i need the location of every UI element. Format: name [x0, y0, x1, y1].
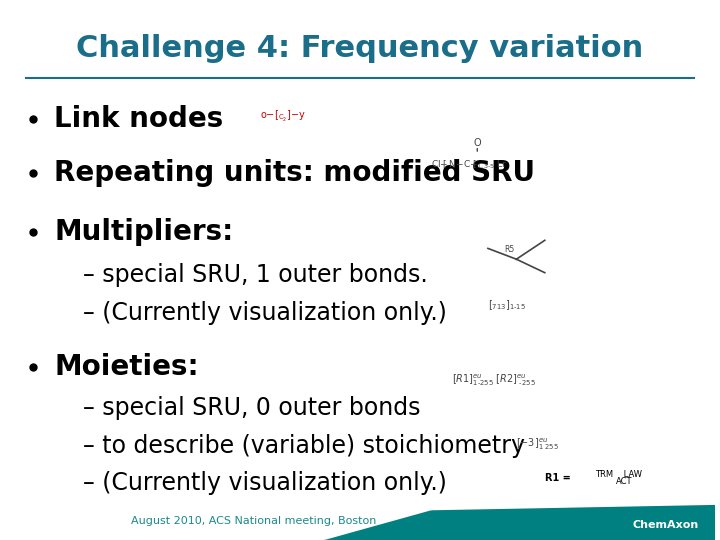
- Text: Repeating units: modified SRU: Repeating units: modified SRU: [55, 159, 536, 187]
- Text: $\left[R1\right]^{eu}_{1\text{-}255}\ \left[R2\right]^{eu}_{\ \text{-}255}$: $\left[R1\right]^{eu}_{1\text{-}255}\ \l…: [452, 373, 536, 388]
- Polygon shape: [4, 505, 716, 540]
- Text: Link nodes: Link nodes: [55, 105, 224, 133]
- Text: $\left[_{713}\right]_{1\text{-}15}$: $\left[_{713}\right]_{1\text{-}15}$: [488, 298, 526, 312]
- Text: – special SRU, 0 outer bonds: – special SRU, 0 outer bonds: [83, 396, 420, 420]
- Text: – (Currently visualization only.): – (Currently visualization only.): [83, 301, 446, 325]
- Text: Multipliers:: Multipliers:: [55, 218, 233, 246]
- Text: Moieties:: Moieties:: [55, 353, 199, 381]
- Text: R1 =: R1 =: [545, 473, 570, 483]
- Text: TRM    LAW: TRM LAW: [595, 470, 642, 478]
- Text: R5: R5: [504, 245, 514, 254]
- Text: ACT: ACT: [616, 477, 632, 486]
- Text: $\mathrm{o{-}[_{C_2}]{-}y}$: $\mathrm{o{-}[_{C_2}]{-}y}$: [261, 109, 307, 124]
- Text: – special SRU, 1 outer bonds.: – special SRU, 1 outer bonds.: [83, 264, 428, 287]
- Text: Challenge 4: Frequency variation: Challenge 4: Frequency variation: [76, 34, 644, 63]
- Text: $\mathrm{Cl{-\!\!\![}\;N{-}C{-\!\!\![}_{1,3\text{-}5}\;Lr}$: $\mathrm{Cl{-\!\!\![}\;N{-}C{-\!\!\![}_{…: [431, 159, 508, 171]
- Text: ChemAxon: ChemAxon: [632, 520, 698, 530]
- Text: – (Currently visualization only.): – (Currently visualization only.): [83, 471, 446, 495]
- Text: – to describe (variable) stoichiometry: – to describe (variable) stoichiometry: [83, 434, 525, 457]
- Text: O: O: [474, 138, 481, 148]
- Text: August 2010, ACS National meeting, Boston: August 2010, ACS National meeting, Bosto…: [131, 516, 376, 526]
- Text: $\left[-3\right]^{eu}_{1\ 255}$: $\left[-3\right]^{eu}_{1\ 255}$: [516, 436, 559, 451]
